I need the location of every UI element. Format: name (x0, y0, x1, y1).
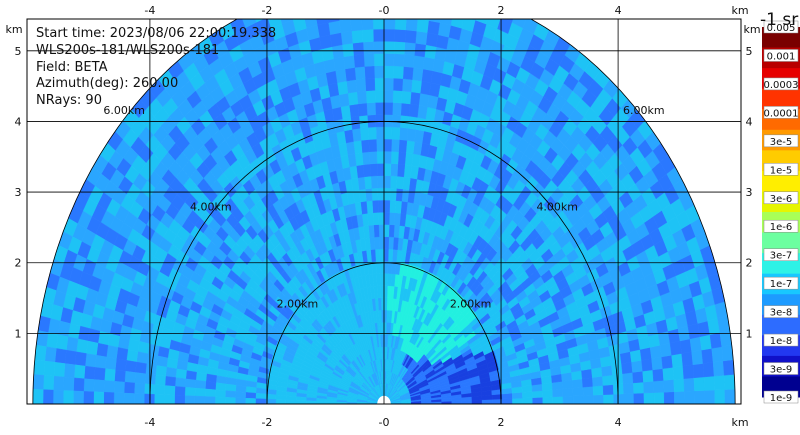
colorbar-label-box (763, 134, 799, 148)
x-tick-label: -2 (261, 4, 272, 17)
y-tick-label: 4 (746, 115, 753, 128)
colorbar-swatch (762, 314, 800, 336)
station-label: WLS200s-181/WLS200s-181 (36, 43, 220, 58)
axis-unit-label: km (743, 23, 760, 36)
azimuth-label: Azimuth(deg): 260.00 (36, 76, 179, 91)
x-tick-label: -4 (144, 4, 155, 17)
x-tick-label: 2 (498, 416, 505, 429)
colorbar-label-box (763, 305, 799, 318)
x-tick-label: -0 (379, 416, 390, 429)
colorbar-label: 3e-6 (770, 194, 793, 205)
colorbar-label-box (763, 77, 799, 91)
colorbar-label: 3e-8 (770, 308, 793, 319)
axis-unit-label: km (731, 416, 748, 429)
colorbar-label-box (763, 276, 799, 290)
colorbar-label-box (763, 333, 799, 347)
x-tick-label: 2 (498, 4, 505, 17)
colorbar-label: 1e-5 (770, 165, 793, 176)
colorbar-label: 3e-5 (770, 137, 793, 148)
colorbar-label-box (763, 219, 799, 233)
y-tick-label: 1 (746, 327, 753, 340)
range-ring (32, 19, 736, 404)
colorbar-label-box (763, 20, 799, 34)
colorbar-label-box (763, 49, 799, 62)
colorbar-label: 1e-8 (770, 336, 793, 347)
colorbar-label-box (763, 248, 799, 261)
x-tick-label: 4 (615, 416, 622, 429)
colorbar-label: 1e-9 (770, 393, 793, 404)
range-ring-label: 6.00km (623, 104, 665, 117)
y-tick-label: 1 (15, 327, 22, 340)
axis-unit-label: km (731, 4, 748, 17)
colorbar-label: 3e-7 (770, 251, 793, 262)
grid (27, 19, 741, 404)
colorbar-label: 0.001 (767, 51, 796, 62)
colorbar-label: 3e-9 (770, 365, 793, 376)
field-label: Field: BETA (36, 60, 108, 75)
colorbar-label: 0.0001 (764, 108, 799, 119)
range-ring (149, 121, 619, 404)
colorbar-label-box (763, 362, 799, 375)
x-tick-label: -2 (261, 416, 272, 429)
x-tick-label: 4 (615, 4, 622, 17)
colorbar-unit-label: -1 sr (760, 10, 798, 30)
colorbar-label: 0.0003 (764, 80, 799, 91)
colorbar-swatch (762, 88, 800, 110)
y-tick-label: 5 (15, 45, 22, 58)
y-tick-label: 5 (746, 45, 753, 58)
axis-unit-label: km (5, 23, 22, 36)
plot-frame (26, 18, 742, 405)
x-tick-label: -0 (379, 4, 390, 17)
range-ring-label: 2.00km (450, 297, 492, 310)
range-rings (32, 19, 736, 404)
y-tick-label: 3 (746, 186, 753, 199)
colorbar-label: 1e-6 (770, 222, 793, 233)
y-tick-label: 2 (15, 257, 22, 270)
colorbar-swatch (762, 170, 800, 192)
start-time-label: Start time: 2023/08/06 22:00:19.338 (36, 26, 277, 41)
colorbar-label-box (763, 191, 799, 205)
range-ring-label: 6.00km (103, 104, 145, 117)
colorbar-label-box (763, 390, 799, 404)
range-ring-label: 2.00km (277, 297, 319, 310)
colorbar-label: 1e-7 (770, 279, 793, 290)
range-ring-label: 4.00km (190, 201, 232, 214)
colorbar-label-box (763, 163, 799, 176)
colorbar-swatch (762, 232, 800, 254)
range-ring (266, 262, 502, 404)
range-ring-label: 4.00km (536, 201, 578, 214)
y-tick-label: 3 (15, 186, 22, 199)
x-tick-label: -4 (144, 416, 155, 429)
y-tick-label: 4 (15, 115, 22, 128)
nrays-label: NRays: 90 (36, 93, 102, 108)
y-tick-label: 2 (746, 257, 753, 270)
colorbar-label-box (763, 106, 799, 119)
colorbar-label: 0.005 (767, 23, 796, 34)
